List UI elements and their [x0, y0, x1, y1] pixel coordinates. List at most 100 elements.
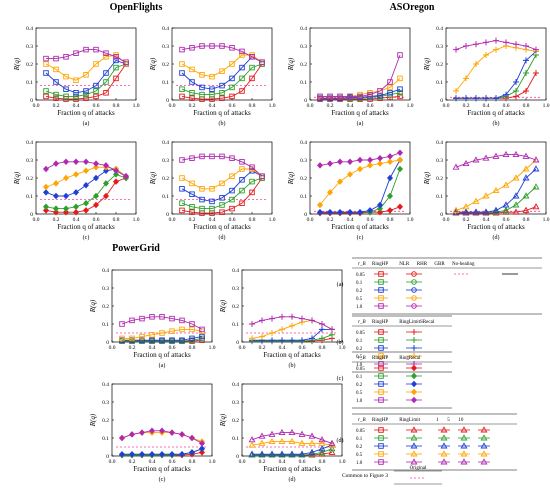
x-tick-label: 0.4 — [347, 103, 354, 109]
legend-rb-value: 0.05 — [356, 331, 365, 336]
legend-rb-value: 0.2 — [356, 347, 363, 352]
data-point — [386, 192, 394, 200]
data-point — [219, 82, 225, 89]
data-point — [503, 91, 509, 98]
y-axis-label: R(q) — [423, 57, 431, 71]
data-point — [288, 437, 296, 445]
data-point — [386, 158, 394, 166]
data-point — [103, 50, 109, 56]
legend-marker — [378, 337, 384, 343]
legend-rb-value: 0.1 — [356, 437, 363, 442]
data-point — [482, 154, 490, 161]
data-point — [92, 201, 100, 209]
data-point — [249, 321, 255, 327]
x-tick-label: 0.4 — [149, 345, 156, 351]
data-point — [319, 326, 325, 333]
y-tick-label: 0.3 — [162, 44, 169, 50]
subplot-label: (a) — [83, 120, 90, 127]
y-tick-label: 0.2 — [300, 176, 307, 182]
data-point — [63, 93, 69, 100]
legend-rb-value: 0.2 — [356, 383, 363, 388]
data-point — [83, 46, 89, 53]
data-point — [219, 195, 225, 201]
data-point — [229, 155, 235, 161]
data-point — [209, 86, 215, 92]
x-tick-label: 0.4 — [279, 345, 286, 351]
y-tick-label: 0 — [304, 212, 307, 218]
data-point — [73, 50, 79, 56]
data-point — [209, 186, 215, 192]
data-point — [483, 52, 489, 58]
y-tick-label: 0.1 — [300, 194, 307, 200]
data-point — [179, 46, 185, 53]
y-tick-label: 0.3 — [436, 158, 443, 164]
y-tick-label: 0.4 — [300, 26, 307, 32]
x-tick-label: 0.6 — [93, 103, 100, 109]
legend-header: NLR — [399, 262, 410, 267]
data-point — [179, 317, 185, 324]
data-point — [386, 153, 394, 160]
y-tick-label: 0.3 — [26, 158, 33, 164]
data-point — [189, 155, 195, 161]
legend-original-label: Original — [410, 466, 427, 471]
legend-rb-value: 1.0 — [356, 305, 363, 310]
data-point — [93, 61, 99, 67]
x-axis-label: Fraction q of attacks — [133, 465, 191, 473]
data-point — [92, 160, 100, 167]
data-point — [523, 70, 529, 76]
data-point — [248, 450, 256, 457]
data-point — [249, 335, 255, 342]
data-point — [158, 427, 166, 435]
data-point — [512, 174, 520, 181]
data-point — [43, 70, 49, 76]
data-point — [62, 158, 70, 166]
y-tick-label: 0.4 — [232, 268, 239, 274]
x-tick-label: 1.0 — [269, 103, 276, 109]
data-point — [472, 197, 480, 204]
legend-rb-value: 0.2 — [356, 289, 363, 294]
legend-marker — [440, 450, 448, 457]
data-point — [229, 196, 235, 203]
series-line — [45, 63, 127, 100]
x-tick-label: 1.0 — [543, 103, 550, 109]
data-point — [328, 445, 336, 452]
chart-panel: 0 0.1 0.2 0.3 0.4 0.0 0.2 0.4 0.6 0.8 1.0 Fraction … — [89, 268, 216, 369]
legend-marker — [410, 434, 418, 441]
x-tick-label: 0.6 — [503, 217, 510, 223]
data-point — [62, 208, 70, 216]
x-tick-label: 1.0 — [339, 459, 346, 465]
data-point — [229, 205, 235, 212]
legend-rb-value: 0.05 — [356, 273, 365, 278]
subplot-label: (d) — [493, 234, 500, 241]
x-tick-label: 0.8 — [523, 217, 530, 223]
data-point — [532, 156, 540, 163]
data-point — [189, 95, 195, 101]
data-point — [169, 328, 175, 334]
x-tick-label: 0.0 — [443, 217, 450, 223]
data-point — [229, 45, 235, 51]
data-point — [397, 93, 403, 100]
data-point — [289, 313, 295, 320]
data-point — [239, 200, 245, 206]
legend-marker — [411, 271, 417, 277]
data-point — [113, 54, 119, 60]
data-point — [179, 93, 185, 100]
data-point — [93, 88, 99, 94]
data-point — [199, 153, 205, 160]
x-tick-label: 0.4 — [483, 217, 490, 223]
legend-header: GBR — [434, 262, 445, 267]
data-point — [229, 84, 235, 91]
series-line — [45, 63, 127, 97]
group-title-powergrid: PowerGrid — [112, 243, 160, 254]
data-point — [219, 153, 225, 160]
y-axis-label: R(q) — [89, 413, 97, 427]
data-point — [512, 150, 520, 158]
data-point — [42, 207, 50, 214]
data-point — [346, 158, 354, 166]
data-point — [119, 335, 125, 342]
data-point — [92, 192, 100, 200]
y-tick-label: 0.4 — [26, 26, 33, 32]
data-point — [522, 174, 530, 181]
y-tick-label: 0.2 — [232, 304, 239, 310]
